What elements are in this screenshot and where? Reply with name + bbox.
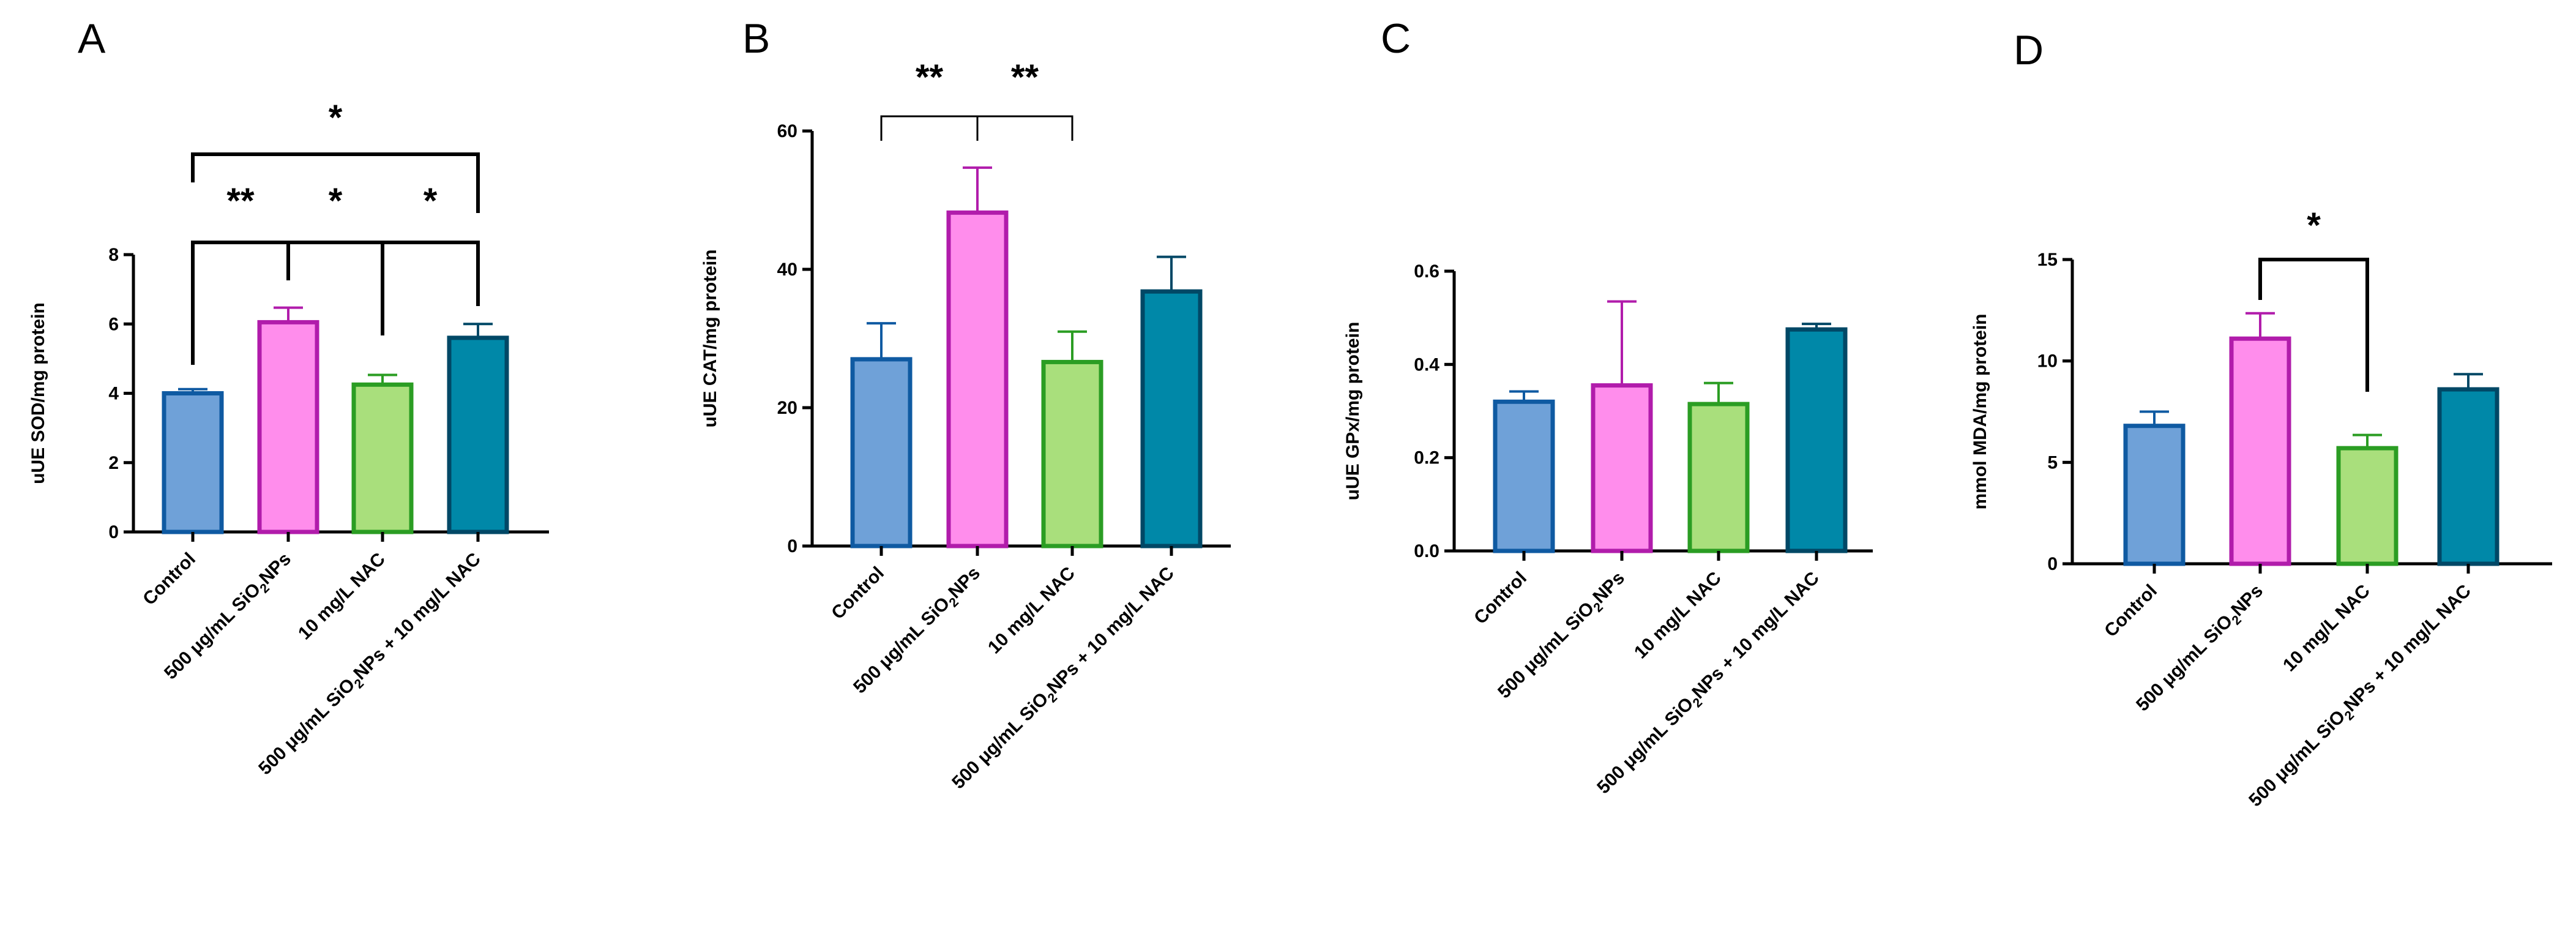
bar-sio2nps (257, 320, 319, 534)
significance-label: ** (916, 58, 944, 97)
x-label-combined: 500 μg/mL SiO2NPs + 10 mg/L NAC (255, 549, 487, 782)
bar-nac (2336, 446, 2399, 566)
bar-control (850, 357, 913, 548)
bar-combined (1140, 289, 1203, 548)
panel-letter-b: B (742, 15, 770, 62)
significance-bracket (2258, 258, 2369, 392)
significance-bracket (880, 115, 979, 141)
x-label-nac: 10 mg/L NAC (984, 563, 1079, 658)
bar-control (162, 391, 224, 534)
panel-c: C 0.0 0.2 0.4 0.6 uUE GPx/mg protein Control 50… (1343, 15, 1873, 801)
panel-letter-a: A (78, 15, 106, 62)
bar-combined (447, 335, 509, 534)
y-axis-label: mmol MDA/mg protein (1970, 314, 1990, 510)
x-label-control: Control (139, 549, 200, 610)
significance-bracket (381, 241, 480, 335)
significance-label: * (424, 181, 438, 221)
y-tick-label: 60 (777, 121, 797, 141)
bar-sio2nps (1591, 383, 1653, 553)
significance-label: ** (226, 181, 255, 221)
y-tick-label: 6 (108, 314, 119, 334)
bar-control (1493, 399, 1555, 553)
y-tick-label: 15 (2037, 250, 2058, 270)
significance-label: * (329, 181, 343, 221)
y-axis-label: uUE GPx/mg protein (1343, 322, 1363, 501)
y-tick-label: 0 (2047, 554, 2058, 574)
y-axis-label: uUE CAT/mg protein (700, 249, 720, 427)
x-label-combined: 500 μg/mL SiO2NPs + 10 mg/L NAC (1593, 568, 1826, 801)
x-label-nac: 10 mg/L NAC (2279, 581, 2374, 676)
y-tick-label: 4 (108, 384, 119, 404)
y-tick-label: 0.2 (1414, 448, 1439, 468)
bar-nac (1041, 359, 1103, 548)
y-tick-label: 0.0 (1414, 541, 1439, 561)
x-label-combined: 500 μg/mL SiO2NPs + 10 mg/L NAC (2245, 581, 2477, 814)
x-label-combined: 500 μg/mL SiO2NPs + 10 mg/L NAC (948, 563, 1181, 796)
bar-sio2nps (946, 210, 1009, 548)
bar-nac (351, 382, 414, 534)
y-tick-label: 0 (787, 536, 797, 556)
x-label-control: Control (827, 563, 888, 624)
y-tick-label: 8 (108, 245, 119, 265)
bar-nac (1687, 402, 1750, 553)
x-label-nac: 10 mg/L NAC (294, 549, 389, 644)
significance-bracket (191, 152, 480, 213)
y-tick-label: 20 (777, 398, 797, 418)
bar-sio2nps (2229, 336, 2291, 566)
x-label-control: Control (1470, 568, 1531, 629)
y-axis-label: uUE SOD/mg protein (28, 302, 48, 484)
y-tick-label: 0.6 (1414, 261, 1439, 282)
x-label-control: Control (2100, 581, 2161, 642)
panel-a: A 0 2 4 6 8 uUE SOD/mg protein Control 500 μg/mL… (28, 15, 549, 782)
significance-bracket (976, 115, 1073, 141)
y-tick-label: 40 (777, 260, 797, 280)
y-tick-label: 10 (2037, 351, 2058, 372)
panel-b: B 0 20 40 60 uUE CAT/mg protein Control 500 μg/… (700, 15, 1231, 796)
panel-letter-c: C (1381, 15, 1411, 62)
y-tick-label: 0.4 (1414, 354, 1439, 375)
panel-letter-d: D (2014, 27, 2044, 73)
significance-label: * (329, 98, 343, 138)
bar-combined (2437, 387, 2499, 566)
y-tick-label: 5 (2047, 452, 2058, 473)
bar-control (2123, 424, 2186, 566)
panel-d: D 0 5 10 15 mmol MDA/mg protein Control 500 μg/… (1970, 27, 2552, 814)
x-label-nac: 10 mg/L NAC (1630, 568, 1725, 663)
significance-label: ** (1011, 58, 1039, 97)
bar-combined (1785, 327, 1848, 553)
y-tick-label: 0 (108, 522, 119, 542)
y-tick-label: 2 (108, 453, 119, 473)
significance-label: * (2307, 206, 2321, 245)
